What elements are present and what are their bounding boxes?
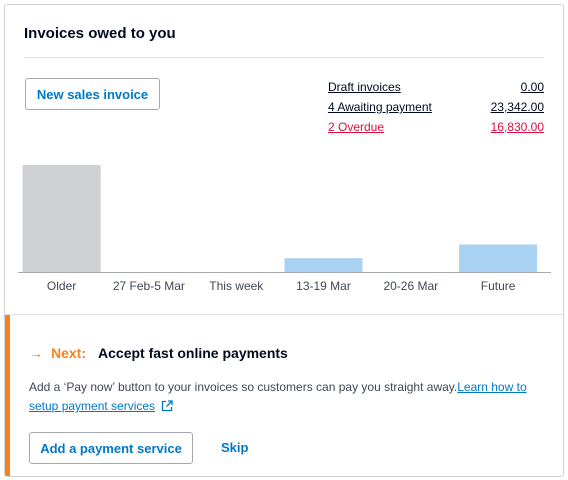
aged-invoices-chart: Older 27 Feb-5 Mar This week 13-19 Mar 20-26… xyxy=(18,155,551,295)
x-tick-label: Future xyxy=(480,279,516,293)
new-sales-invoice-button[interactable]: New sales invoice xyxy=(25,78,160,110)
learn-payment-services-link[interactable]: Learn how to setup payment services xyxy=(29,380,527,413)
accent-bar xyxy=(5,315,10,476)
chart-bar-0[interactable] xyxy=(22,165,101,272)
next-heading: Accept fast online payments xyxy=(98,345,288,361)
x-tick-label: Older xyxy=(46,279,77,293)
next-body-text: Add a ‘Pay now’ button to your invoices … xyxy=(29,380,458,394)
x-tick-label: 13-19 Mar xyxy=(296,279,351,293)
chart-bar-5[interactable] xyxy=(459,244,538,273)
draft-invoices-amount[interactable]: 0.00 xyxy=(520,80,544,94)
x-tick-label: This week xyxy=(209,279,264,293)
next-description: Add a ‘Pay now’ button to your invoices … xyxy=(29,378,529,416)
summary-row-overdue: 2 Overdue 16,830.00 xyxy=(328,120,544,140)
skip-link[interactable]: Skip xyxy=(221,440,249,455)
arrow-right-icon: → xyxy=(29,345,43,361)
x-tick-label: 20-26 Mar xyxy=(383,279,439,293)
invoices-owed-card: Invoices owed to you New sales invoice D… xyxy=(4,4,564,477)
overdue-amount[interactable]: 16,830.00 xyxy=(490,120,544,134)
add-payment-service-button[interactable]: Add a payment service xyxy=(29,432,193,464)
next-header: → Next: Accept fast online payments xyxy=(29,345,288,361)
chart-svg xyxy=(18,165,551,273)
summary-row-draft: Draft invoices 0.00 xyxy=(328,80,544,100)
external-link-icon[interactable] xyxy=(161,400,173,412)
invoice-summary: Draft invoices 0.00 4 Awaiting payment 2… xyxy=(328,80,544,140)
card-title: Invoices owed to you xyxy=(24,25,176,42)
draft-invoices-link[interactable]: Draft invoices xyxy=(328,80,401,94)
next-tag: Next: xyxy=(51,345,87,361)
chart-bar-3[interactable] xyxy=(284,258,363,272)
summary-row-awaiting: 4 Awaiting payment 23,342.00 xyxy=(328,100,544,120)
overdue-link[interactable]: 2 Overdue xyxy=(328,120,385,134)
awaiting-payment-link[interactable]: 4 Awaiting payment xyxy=(328,100,432,114)
next-step-panel: → Next: Accept fast online payments Add … xyxy=(5,314,563,476)
x-tick-label: 27 Feb-5 Mar xyxy=(112,279,185,293)
awaiting-payment-amount[interactable]: 23,342.00 xyxy=(490,100,544,114)
title-divider xyxy=(24,57,544,58)
